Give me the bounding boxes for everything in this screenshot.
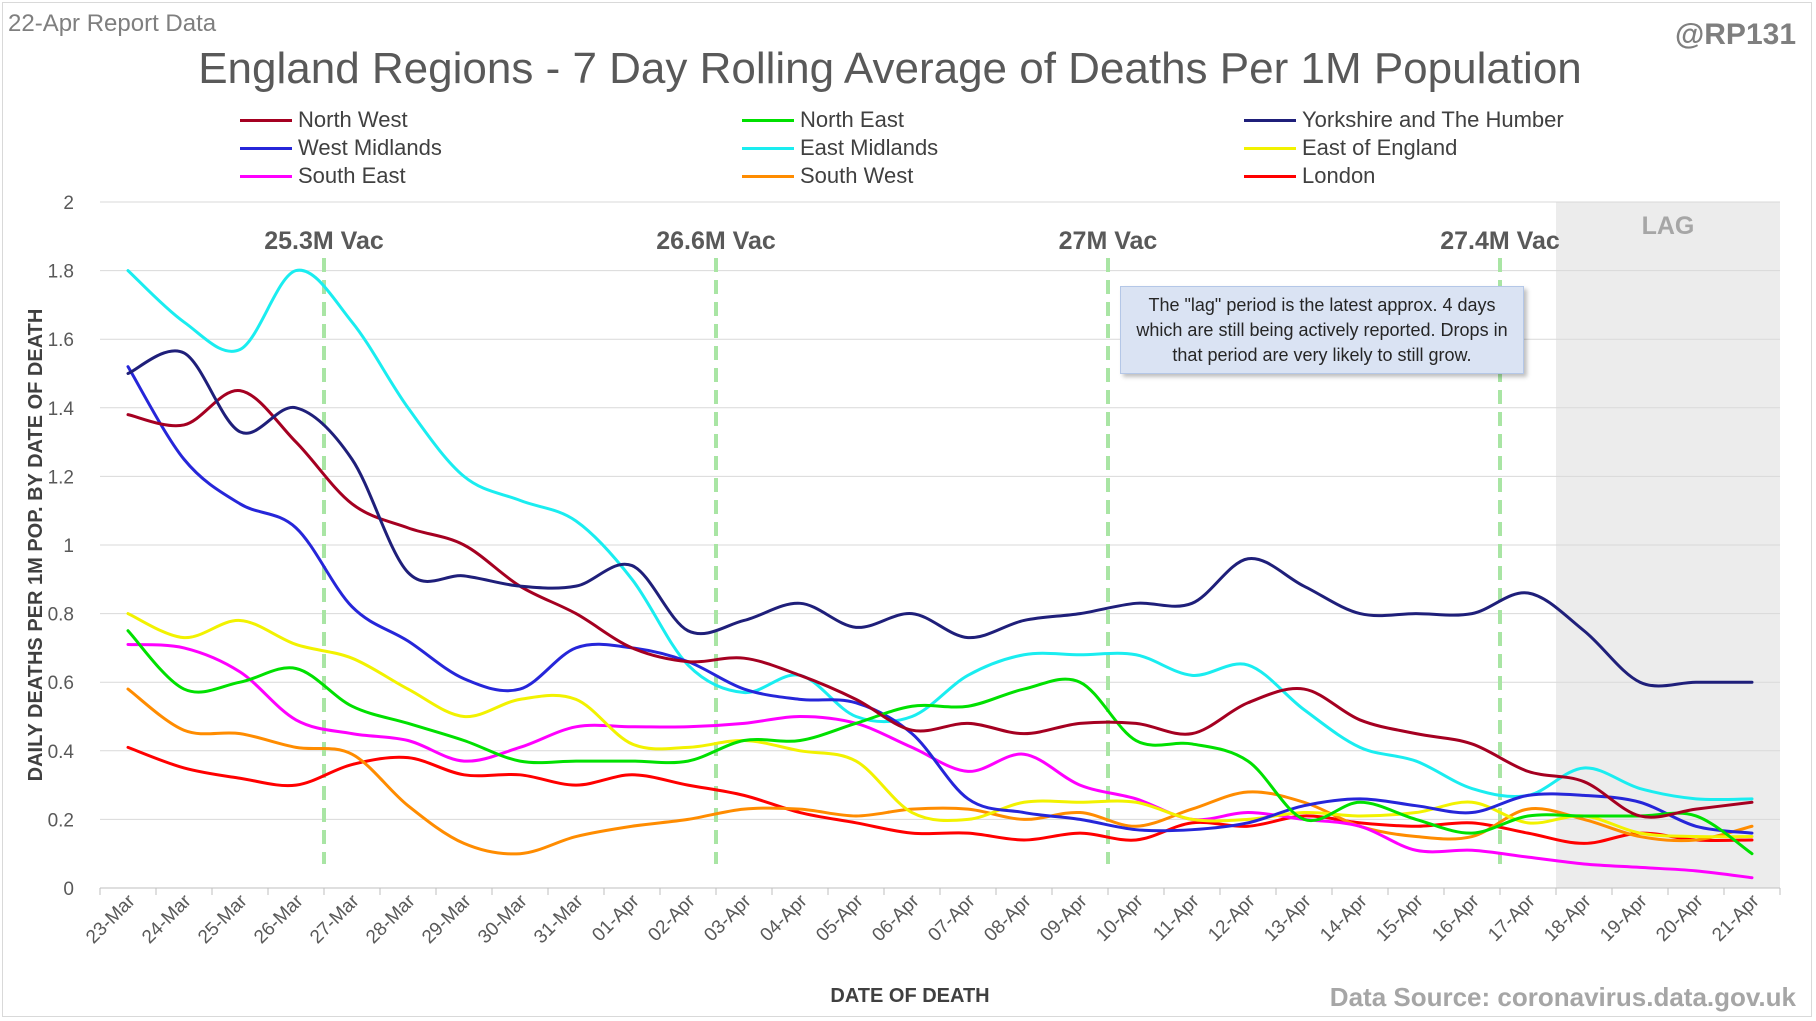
x-tick-label: 12-Apr bbox=[1204, 890, 1260, 946]
x-tick-label: 04-Apr bbox=[756, 890, 812, 946]
legend-item: South West bbox=[742, 162, 913, 190]
x-tick-label: 13-Apr bbox=[1260, 890, 1316, 946]
x-tick-label: 09-Apr bbox=[1036, 890, 1092, 946]
y-tick-label: 1.6 bbox=[48, 330, 74, 351]
chart-title: England Regions - 7 Day Rolling Average … bbox=[198, 44, 1582, 93]
x-tick-label: 26-Mar bbox=[250, 890, 308, 948]
x-tick-label: 20-Apr bbox=[1652, 890, 1708, 946]
x-tick-label: 23-Mar bbox=[82, 890, 140, 948]
lag-label: LAG bbox=[1642, 212, 1695, 240]
x-tick-label: 03-Apr bbox=[700, 890, 756, 946]
legend-label: South West bbox=[800, 163, 914, 188]
y-tick-label: 0 bbox=[63, 879, 74, 900]
x-tick-label: 11-Apr bbox=[1149, 890, 1204, 945]
legend-swatch bbox=[1244, 146, 1296, 150]
series-line-yorkshire-and-the-humber bbox=[126, 349, 1754, 688]
x-tick-label: 27-Mar bbox=[306, 890, 364, 948]
legend-label: East Midlands bbox=[800, 135, 939, 160]
legend-item: South East bbox=[240, 162, 406, 190]
y-tick-label: 1 bbox=[63, 536, 74, 557]
y-tick-label: 0.4 bbox=[48, 742, 75, 763]
report-label: 22-Apr Report Data bbox=[8, 10, 217, 37]
legend-label: West Midlands bbox=[298, 135, 442, 160]
x-tick-label: 30-Mar bbox=[474, 890, 532, 948]
vaccine-marker-label: 26.6M Vac bbox=[656, 227, 776, 255]
legend-label: Yorkshire and The Humber bbox=[1302, 107, 1564, 132]
legend-item: East Midlands bbox=[742, 134, 938, 162]
lag-note: The "lag" period is the latest approx. 4… bbox=[1120, 286, 1524, 374]
legend-item: East of England bbox=[1244, 134, 1457, 162]
x-tick-label: 02-Apr bbox=[644, 890, 700, 946]
legend-swatch bbox=[240, 118, 292, 122]
x-tick-label: 06-Apr bbox=[868, 890, 924, 946]
legend-swatch bbox=[1244, 174, 1296, 178]
y-tick-label: 0.8 bbox=[48, 605, 74, 626]
legend-item: Yorkshire and The Humber bbox=[1244, 106, 1564, 134]
y-tick-label: 1.8 bbox=[48, 262, 74, 283]
x-tick-label: 16-Apr bbox=[1428, 890, 1484, 946]
legend-item: West Midlands bbox=[240, 134, 442, 162]
x-tick-label: 28-Mar bbox=[362, 890, 420, 948]
legend-item: North West bbox=[240, 106, 408, 134]
legend-label: East of England bbox=[1302, 135, 1458, 160]
x-tick-label: 21-Apr bbox=[1708, 890, 1764, 946]
x-tick-label: 08-Apr bbox=[980, 890, 1036, 946]
y-tick-label: 0.6 bbox=[48, 673, 74, 694]
author-handle: @RP131 bbox=[1675, 18, 1796, 51]
x-tick-label: 14-Apr bbox=[1316, 890, 1372, 946]
series-line-london bbox=[126, 745, 1754, 845]
legend-swatch bbox=[240, 174, 292, 178]
y-tick-label: 1.4 bbox=[48, 399, 75, 420]
data-source: Data Source: coronavirus.data.gov.uk bbox=[1329, 982, 1796, 1012]
x-axis-title: DATE OF DEATH bbox=[830, 985, 989, 1007]
series-line-north-west bbox=[126, 389, 1754, 819]
legend: North West North East Yorkshire and The Hu… bbox=[240, 106, 1640, 194]
x-tick-label: 10-Apr bbox=[1092, 890, 1148, 946]
vaccine-marker-label: 27M Vac bbox=[1059, 227, 1158, 255]
series-line-east-of-england bbox=[126, 612, 1754, 839]
y-tick-label: 1.2 bbox=[48, 467, 74, 488]
legend-swatch bbox=[742, 118, 794, 122]
legend-label: London bbox=[1302, 163, 1376, 188]
vaccine-marker-label: 27.4M Vac bbox=[1440, 227, 1560, 255]
series-line-west-midlands bbox=[126, 365, 1754, 835]
series-line-north-east bbox=[126, 629, 1754, 856]
x-tick-label: 07-Apr bbox=[924, 890, 980, 946]
legend-item: North East bbox=[742, 106, 904, 134]
series-line-south-east bbox=[126, 642, 1754, 880]
legend-label: North West bbox=[298, 107, 408, 132]
x-tick-label: 25-Mar bbox=[194, 890, 252, 948]
legend-swatch bbox=[742, 146, 794, 150]
x-tick-label: 01-Apr bbox=[588, 890, 644, 946]
legend-label: North East bbox=[800, 107, 904, 132]
series-line-south-west bbox=[126, 687, 1754, 856]
legend-swatch bbox=[240, 146, 292, 150]
legend-item: London bbox=[1244, 162, 1375, 190]
series-line-east-midlands bbox=[126, 268, 1754, 802]
legend-label: South East bbox=[298, 163, 406, 188]
x-tick-label: 18-Apr bbox=[1540, 890, 1596, 946]
vaccine-marker-label: 25.3M Vac bbox=[264, 227, 384, 255]
y-tick-label: 2 bbox=[63, 193, 74, 214]
legend-swatch bbox=[742, 174, 794, 178]
x-tick-label: 31-Mar bbox=[530, 890, 588, 948]
x-tick-label: 17-Apr bbox=[1484, 890, 1540, 946]
y-axis-title: DAILY DEATHS PER 1M POP. BY DATE OF DEAT… bbox=[25, 309, 47, 782]
x-tick-label: 24-Mar bbox=[138, 890, 196, 948]
x-tick-label: 29-Mar bbox=[418, 890, 476, 948]
y-tick-label: 0.2 bbox=[48, 810, 74, 831]
legend-swatch bbox=[1244, 118, 1296, 122]
x-tick-label: 19-Apr bbox=[1596, 890, 1652, 946]
x-tick-label: 15-Apr bbox=[1372, 890, 1428, 946]
x-tick-label: 05-Apr bbox=[812, 890, 868, 946]
